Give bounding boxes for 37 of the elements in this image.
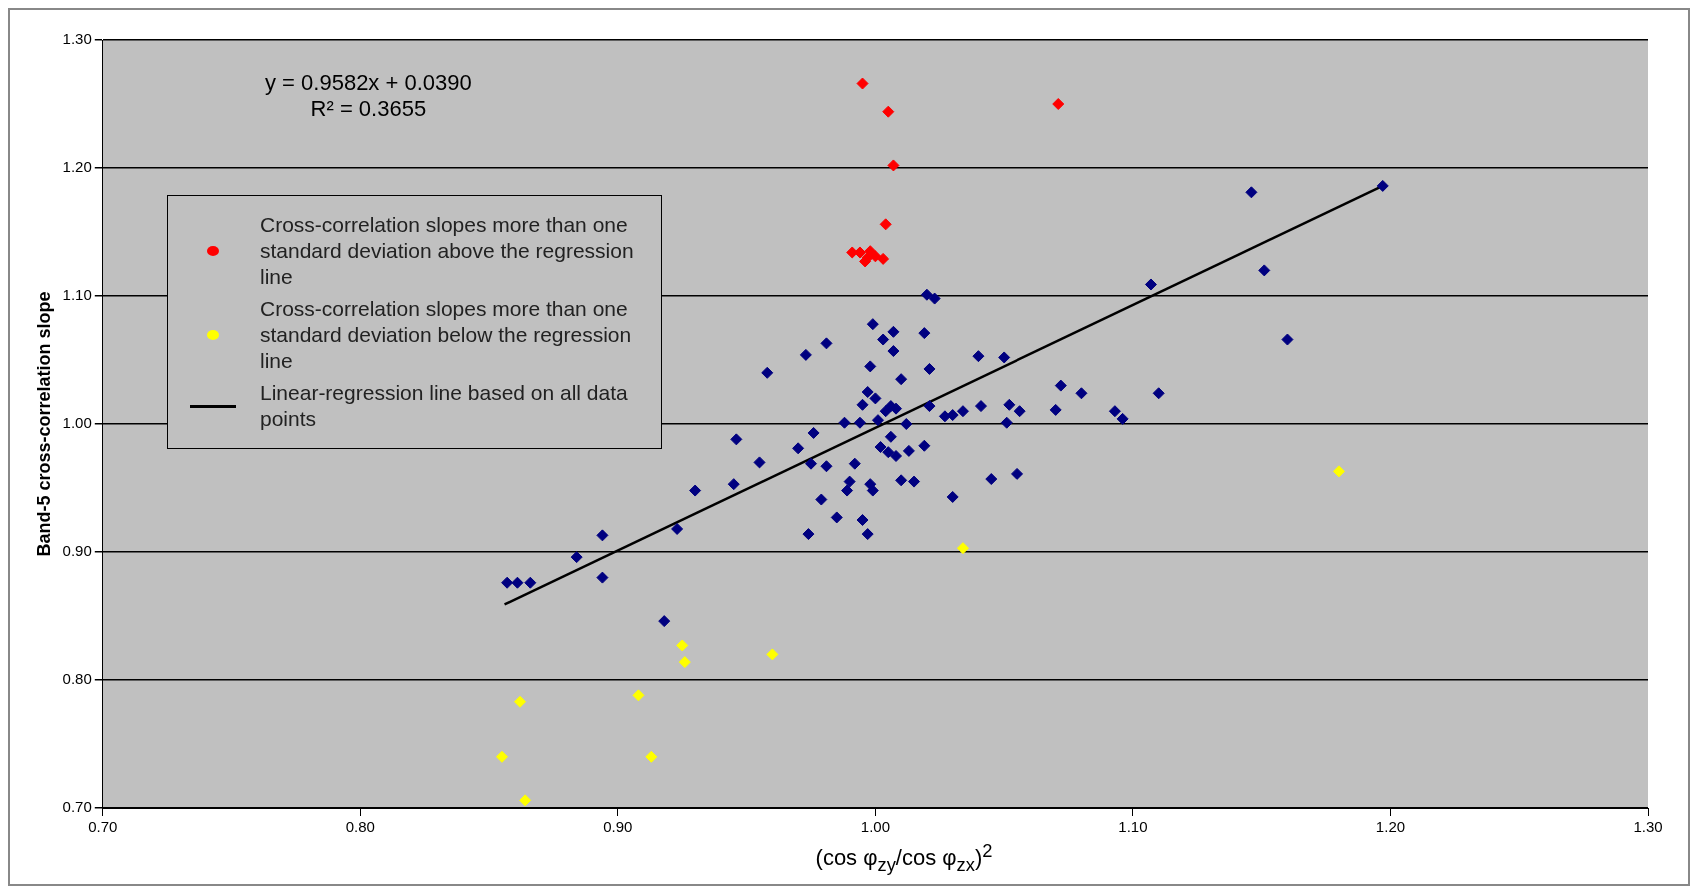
x-tick-label: 1.20 (1375, 818, 1406, 836)
y-tick-label: 1.00 (62, 414, 92, 432)
y-tick-label: 1.30 (62, 30, 92, 48)
point (877, 252, 890, 265)
annotation: y = 0.9582x + 0.0390 (265, 70, 472, 96)
point (1332, 465, 1345, 478)
x-tick-label: 0.70 (88, 818, 118, 836)
point (632, 689, 645, 702)
x-tick-label: 0.80 (345, 818, 375, 836)
x-axis-title: (cos φ$_{zy}$/cos φ$_{zx}$)$^{2}$ (814, 840, 994, 877)
point (495, 750, 508, 763)
legend-label: Cross-correlation slopes more than one standard deviation below the regression line (260, 296, 633, 374)
point (887, 159, 900, 172)
y-tick-label: 1.10 (62, 286, 92, 304)
point (879, 218, 892, 231)
y-tick-label: 1.20 (62, 158, 92, 176)
y-tick-label: 0.80 (62, 670, 92, 688)
point (678, 656, 691, 669)
x-tick-label: 1.30 (1633, 818, 1663, 836)
y-tick-label: 0.70 (62, 798, 92, 816)
point (956, 542, 969, 555)
point (1052, 98, 1065, 110)
legend-label: Linear-regression line based on all data points (260, 380, 629, 432)
point (856, 77, 869, 90)
point (514, 695, 526, 708)
point (766, 648, 779, 661)
y-axis-title: Band-5 cross-correlation slope (33, 291, 54, 557)
x-tick-label: 0.90 (603, 818, 633, 836)
x-tick-label: 1.10 (1118, 818, 1148, 836)
x-tick-label: 1.00 (860, 818, 890, 836)
point (519, 794, 532, 807)
point (882, 105, 895, 118)
legend-label: Cross-correlation slopes more than one standard deviation above the regression line (260, 212, 635, 290)
point (676, 639, 689, 652)
annotation: R² = 0.3655 (309, 96, 428, 122)
point (645, 750, 658, 763)
y-tick-label: 0.90 (62, 542, 92, 560)
